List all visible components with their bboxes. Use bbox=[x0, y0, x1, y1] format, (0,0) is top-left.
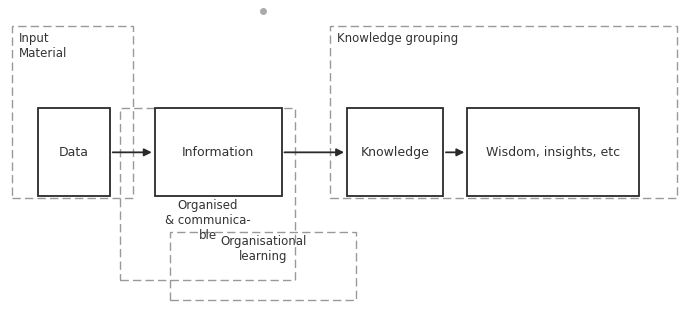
Text: Input
Material: Input Material bbox=[19, 32, 67, 61]
Text: Information: Information bbox=[182, 146, 254, 159]
Text: Organised
& communica-
ble: Organised & communica- ble bbox=[165, 199, 250, 242]
Bar bbox=[347, 108, 443, 196]
Bar bbox=[120, 108, 295, 280]
Bar bbox=[330, 26, 677, 198]
Bar bbox=[170, 232, 356, 300]
Text: Wisdom, insights, etc: Wisdom, insights, etc bbox=[486, 146, 620, 159]
Text: Knowledge grouping: Knowledge grouping bbox=[337, 32, 458, 45]
Bar bbox=[467, 108, 639, 196]
Text: Organisational
learning: Organisational learning bbox=[220, 235, 306, 263]
Text: Data: Data bbox=[59, 146, 89, 159]
Bar bbox=[12, 26, 133, 198]
Text: Knowledge: Knowledge bbox=[361, 146, 429, 159]
Bar bbox=[38, 108, 110, 196]
Bar bbox=[155, 108, 282, 196]
